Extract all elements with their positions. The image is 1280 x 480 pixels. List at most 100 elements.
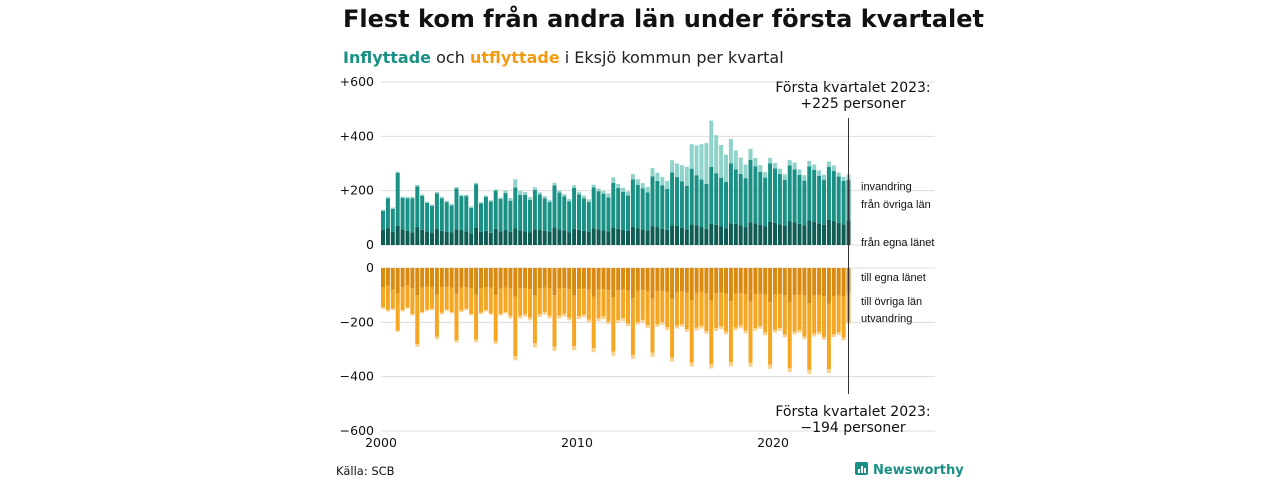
outflow-own-bar — [826, 268, 831, 304]
inflow-immigration-bar — [640, 183, 645, 189]
outflow-own-bar — [626, 268, 630, 291]
inflow-immigration-bar — [777, 168, 782, 175]
inflow-immigration-bar — [699, 144, 704, 180]
inflow-own-bar — [381, 230, 385, 245]
outflow-own-bar — [596, 268, 601, 290]
outflow-own-bar — [498, 268, 503, 289]
outflow-other-bar — [768, 302, 773, 365]
outflow-emigration-bar — [469, 313, 474, 316]
outflow-own-bar — [679, 268, 684, 292]
inflow-other-bar — [665, 189, 670, 230]
inflow-other-bar — [420, 195, 425, 230]
outflow-other-bar — [694, 292, 699, 328]
outflow-other-bar — [655, 291, 660, 324]
outflow-own-bar — [655, 268, 660, 292]
inflow-other-bar — [577, 194, 581, 230]
outflow-other-bar — [738, 292, 743, 326]
outflow-own-bar — [616, 268, 621, 291]
outflow-emigration-bar — [449, 312, 454, 314]
outflow-other-bar — [611, 297, 616, 352]
outflow-emigration-bar — [528, 317, 532, 321]
outflow-other-bar — [728, 301, 733, 363]
outflow-emigration-bar — [665, 327, 670, 330]
outflow-own-bar — [586, 268, 591, 290]
inflow-immigration-bar — [474, 182, 479, 185]
outflow-own-bar — [773, 268, 777, 295]
outflow-own-bar — [444, 268, 449, 287]
outflow-own-bar — [738, 268, 743, 293]
inflow-other-bar — [724, 181, 728, 229]
inflow-own-bar — [704, 228, 709, 245]
inflow-other-bar — [606, 197, 611, 232]
inflow-other-bar — [415, 186, 420, 228]
outflow-other-bar — [719, 292, 724, 327]
inflow-own-bar — [528, 232, 532, 245]
outflow-emigration-bar — [488, 313, 493, 315]
x-tick: 2000 — [365, 435, 397, 450]
inflow-own-bar — [640, 229, 645, 245]
outflow-own-bar — [611, 268, 616, 298]
inflow-immigration-bar — [552, 182, 557, 186]
inflow-own-bar — [415, 227, 420, 245]
inflow-own-bar — [439, 230, 444, 245]
outflow-emigration-bar — [748, 362, 753, 367]
inflow-own-bar — [645, 230, 650, 245]
inflow-immigration-bar — [704, 143, 709, 184]
inflow-other-bar — [385, 198, 390, 229]
inflow-other-bar — [802, 180, 807, 226]
inflow-immigration-bar — [483, 195, 488, 197]
inflow-own-bar — [479, 231, 483, 245]
outflow-emigration-bar — [572, 345, 577, 351]
outflow-other-bar — [400, 287, 405, 311]
inflow-immigration-bar — [733, 150, 738, 170]
outflow-other-bar — [650, 298, 655, 353]
outflow-own-bar — [528, 268, 532, 290]
outflow-other-bar — [601, 289, 606, 317]
outflow-emigration-bar — [817, 331, 822, 335]
inflow-immigration-bar — [635, 179, 640, 185]
inflow-own-bar — [390, 231, 395, 245]
inflow-immigration-bar — [694, 145, 699, 176]
inflow-own-bar — [782, 225, 787, 245]
inflow-immigration-bar — [792, 162, 797, 170]
outflow-own-bar — [464, 268, 469, 288]
inflow-other-bar — [650, 176, 655, 227]
outflow-other-bar — [596, 289, 601, 319]
inflow-own-bar — [557, 229, 562, 245]
y-tick-lower: 0 — [366, 260, 374, 275]
inflow-other-bar — [635, 184, 640, 229]
outflow-own-bar — [562, 268, 567, 289]
outflow-own-bar — [508, 268, 513, 289]
inflow-immigration-bar — [488, 200, 493, 202]
inflow-own-bar — [395, 225, 400, 245]
outflow-emigration-bar — [532, 343, 537, 348]
inflow-other-bar — [439, 198, 444, 231]
inflow-immigration-bar — [626, 191, 630, 196]
inflow-own-bar — [430, 233, 434, 245]
outflow-emigration-bar — [434, 336, 439, 340]
outflow-own-bar — [709, 268, 714, 301]
outflow-other-bar — [528, 289, 532, 318]
outflow-other-bar — [773, 294, 777, 330]
outflow-emigration-bar — [542, 312, 547, 315]
inflow-immigration-bar — [645, 186, 650, 193]
inflow-immigration-bar — [459, 194, 464, 197]
outflow-emigration-bar — [807, 369, 812, 374]
outflow-other-bar — [812, 295, 817, 334]
outflow-own-bar — [719, 268, 724, 293]
inflow-immigration-bar — [836, 172, 841, 177]
outflow-emigration-bar — [410, 314, 415, 316]
outflow-other-bar — [836, 295, 841, 333]
outflow-emigration-bar — [390, 308, 395, 311]
outflow-other-bar — [385, 285, 390, 311]
inflow-own-bar — [488, 232, 493, 245]
inflow-immigration-bar — [508, 198, 513, 201]
outflow-own-bar — [385, 268, 390, 286]
outflow-other-bar — [493, 295, 498, 342]
outflow-own-bar — [523, 268, 528, 289]
outflow-other-bar — [552, 295, 557, 347]
outflow-emigration-bar — [586, 319, 591, 323]
outflow-own-bar — [753, 268, 758, 295]
outflow-own-bar — [381, 268, 385, 288]
inflow-own-bar — [616, 228, 621, 245]
